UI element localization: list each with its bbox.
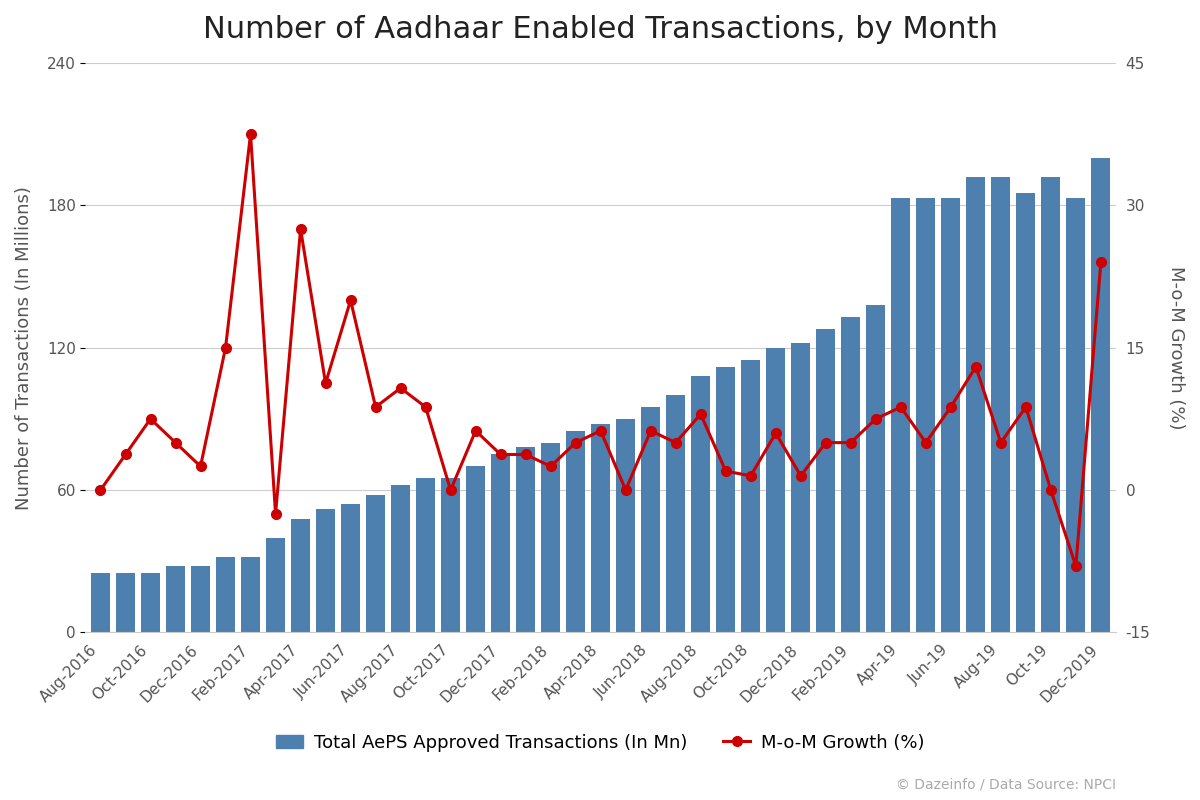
Bar bbox=[516, 447, 535, 633]
Bar bbox=[742, 359, 760, 633]
Bar bbox=[1042, 177, 1061, 633]
Title: Number of Aadhaar Enabled Transactions, by Month: Number of Aadhaar Enabled Transactions, … bbox=[203, 15, 998, 44]
Bar bbox=[791, 343, 810, 633]
Bar bbox=[316, 509, 335, 633]
Bar bbox=[866, 305, 886, 633]
Y-axis label: Number of Transactions (In Millions): Number of Transactions (In Millions) bbox=[14, 186, 34, 510]
Bar bbox=[91, 573, 110, 633]
Bar bbox=[617, 419, 635, 633]
Bar bbox=[341, 504, 360, 633]
Bar bbox=[917, 198, 935, 633]
Bar bbox=[942, 198, 960, 633]
Bar bbox=[191, 566, 210, 633]
Bar bbox=[541, 442, 560, 633]
Bar bbox=[416, 478, 434, 633]
Bar bbox=[241, 557, 260, 633]
Bar bbox=[991, 177, 1010, 633]
Bar bbox=[666, 395, 685, 633]
Bar bbox=[467, 466, 485, 633]
Bar bbox=[266, 538, 284, 633]
Y-axis label: M-o-M Growth (%): M-o-M Growth (%) bbox=[1166, 266, 1186, 430]
Bar bbox=[366, 495, 385, 633]
Bar bbox=[691, 376, 710, 633]
Bar bbox=[716, 366, 736, 633]
Bar bbox=[816, 329, 835, 633]
Bar bbox=[892, 198, 910, 633]
Bar bbox=[292, 518, 310, 633]
Bar bbox=[1092, 158, 1110, 633]
Bar bbox=[391, 486, 410, 633]
Bar bbox=[966, 177, 985, 633]
Bar bbox=[641, 407, 660, 633]
Bar bbox=[767, 348, 785, 633]
Bar bbox=[216, 557, 235, 633]
Bar bbox=[142, 573, 160, 633]
Text: © Dazeinfo / Data Source: NPCI: © Dazeinfo / Data Source: NPCI bbox=[896, 778, 1116, 792]
Bar bbox=[166, 566, 185, 633]
Legend: Total AePS Approved Transactions (In Mn), M-o-M Growth (%): Total AePS Approved Transactions (In Mn)… bbox=[269, 726, 931, 759]
Bar bbox=[491, 454, 510, 633]
Bar bbox=[592, 424, 610, 633]
Bar bbox=[1067, 198, 1085, 633]
Bar bbox=[116, 573, 134, 633]
Bar bbox=[1016, 194, 1036, 633]
Bar bbox=[841, 317, 860, 633]
Bar bbox=[566, 430, 586, 633]
Bar bbox=[442, 478, 460, 633]
